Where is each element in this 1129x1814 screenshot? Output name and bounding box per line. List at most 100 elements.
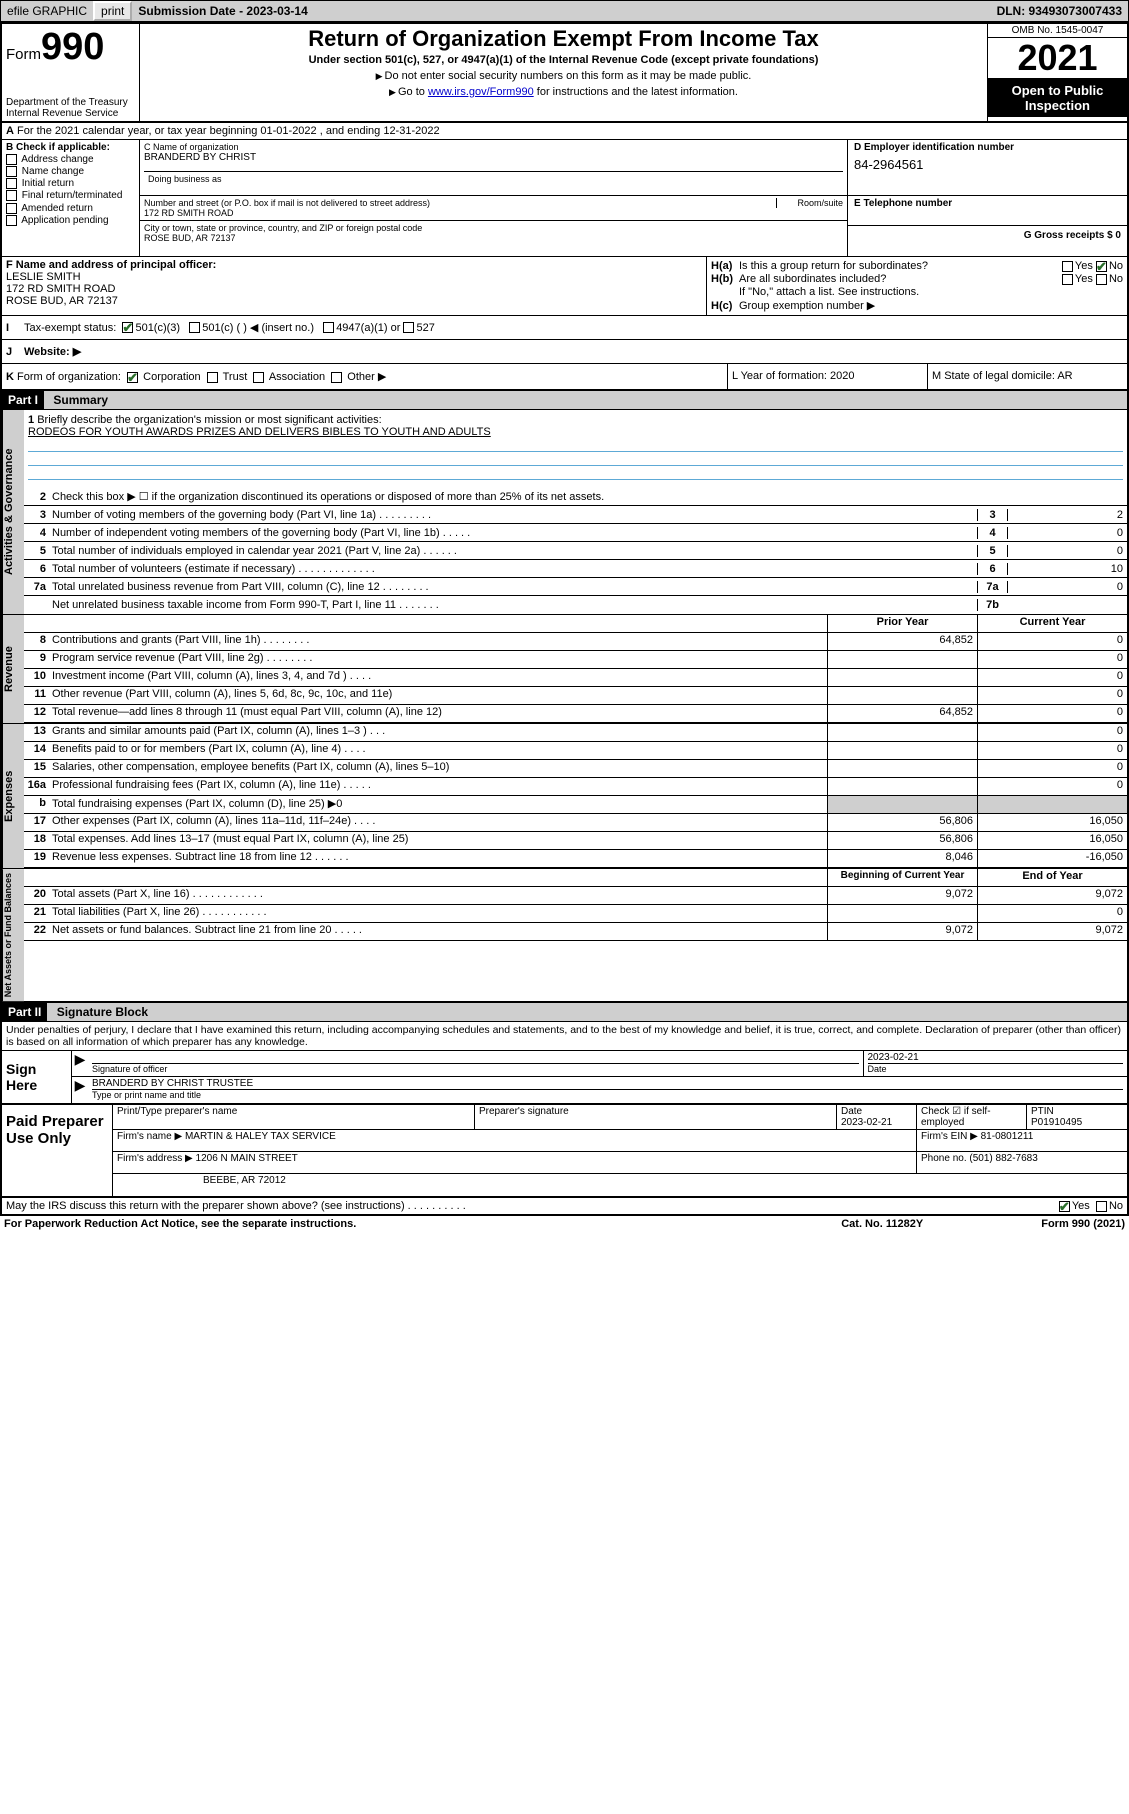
chk-501c[interactable]: [189, 322, 200, 333]
org-name-label: C Name of organization: [144, 142, 843, 152]
ein-value: 84-2964561: [854, 157, 1121, 172]
hb-yes[interactable]: [1062, 274, 1073, 285]
tax-year: 2021: [988, 38, 1127, 79]
section-i: I Tax-exempt status: 501(c)(3) 501(c) ( …: [2, 316, 1127, 340]
note-2b: for instructions and the latest informat…: [537, 86, 738, 98]
page-footer: For Paperwork Reduction Act Notice, see …: [0, 1216, 1129, 1232]
footer-cat: Cat. No. 11282Y: [841, 1218, 1041, 1230]
chk-other[interactable]: [331, 372, 342, 383]
chk-corp[interactable]: [127, 372, 138, 383]
org-name-cell: C Name of organization BRANDERD BY CHRIS…: [140, 140, 847, 195]
col-f: F Name and address of principal officer:…: [2, 257, 707, 315]
footer-pra: For Paperwork Reduction Act Notice, see …: [4, 1218, 841, 1230]
row-a-text: For the 2021 calendar year, or tax year …: [17, 125, 440, 137]
revenue-block: Revenue Prior YearCurrent Year 8Contribu…: [2, 615, 1127, 724]
gross-receipts: G Gross receipts $ 0: [1024, 230, 1121, 241]
chk-assoc[interactable]: [253, 372, 264, 383]
officer-addr2: ROSE BUD, AR 72137: [6, 295, 702, 307]
part2-header: Part II Signature Block: [2, 1003, 1127, 1022]
form-word: Form: [6, 46, 41, 63]
line20-end: 9,072: [977, 887, 1127, 904]
addr-city: ROSE BUD, AR 72137: [144, 233, 843, 243]
sign-date: 2023-02-21: [868, 1052, 1124, 1063]
chk-initial-return[interactable]: [6, 178, 17, 189]
chk-final-return[interactable]: [6, 190, 17, 201]
discuss-no[interactable]: [1096, 1201, 1107, 1212]
discuss-yes[interactable]: [1059, 1201, 1070, 1212]
hb-no[interactable]: [1096, 274, 1107, 285]
net-assets-block: Net Assets or Fund Balances Beginning of…: [2, 869, 1127, 1003]
sign-here-label: Sign Here: [2, 1051, 72, 1103]
org-name: BRANDERD BY CHRIST: [144, 152, 843, 163]
arrow-icon: ▶: [72, 1051, 88, 1076]
addr-city-label: City or town, state or province, country…: [144, 223, 422, 233]
ein-cell: D Employer identification number 84-2964…: [847, 140, 1127, 195]
col-b-label: B Check if applicable:: [6, 142, 110, 153]
line5-val: 0: [1007, 545, 1127, 557]
chk-name-change[interactable]: [6, 166, 17, 177]
line3-val: 2: [1007, 509, 1127, 521]
line22-begin: 9,072: [827, 923, 977, 940]
firm-addr1: 1206 N MAIN STREET: [196, 1153, 298, 1164]
col-b: B Check if applicable: Address change Na…: [2, 140, 140, 256]
prep-date: 2023-02-21: [841, 1117, 892, 1128]
line18-prior: 56,806: [827, 832, 977, 849]
chk-501c3[interactable]: [122, 322, 133, 333]
officer-name: LESLIE SMITH: [6, 271, 702, 283]
ein-label: D Employer identification number: [854, 142, 1014, 153]
form-number: 990: [41, 26, 104, 68]
line18-curr: 16,050: [977, 832, 1127, 849]
vtab-ag: Activities & Governance: [2, 410, 24, 614]
line17-curr: 16,050: [977, 814, 1127, 831]
chk-amended[interactable]: [6, 203, 17, 214]
addr-block: Number and street (or P.O. box if mail i…: [140, 196, 847, 256]
vtab-na: Net Assets or Fund Balances: [2, 869, 24, 1001]
header-right: OMB No. 1545-0047 2021 Open to Public In…: [987, 24, 1127, 121]
irs-label: Internal Revenue Service: [6, 108, 135, 119]
line6-val: 10: [1007, 563, 1127, 575]
chk-527[interactable]: [403, 322, 414, 333]
chk-app-pending[interactable]: [6, 215, 17, 226]
state-domicile: M State of legal domicile: AR: [927, 364, 1127, 389]
submission-date: Submission Date - 2023-03-14: [132, 4, 313, 18]
ha-no[interactable]: [1096, 261, 1107, 272]
year-formation: L Year of formation: 2020: [727, 364, 927, 389]
dba-label: Doing business as: [148, 174, 222, 184]
firm-ein: 81-0801211: [981, 1131, 1034, 1142]
paid-preparer-label: Paid Preparer Use Only: [2, 1105, 112, 1196]
line12-curr: 0: [977, 705, 1127, 722]
ha-yes[interactable]: [1062, 261, 1073, 272]
phone-label: E Telephone number: [854, 198, 952, 209]
chk-4947[interactable]: [323, 322, 334, 333]
col-h: H(a)Is this a group return for subordina…: [707, 257, 1127, 315]
line8-curr: 0: [977, 633, 1127, 650]
line17-prior: 56,806: [827, 814, 977, 831]
line20-begin: 9,072: [827, 887, 977, 904]
addr-street-label: Number and street (or P.O. box if mail i…: [144, 198, 430, 208]
activities-governance: Activities & Governance 1 Briefly descri…: [2, 410, 1127, 615]
header-left: Form990 Department of the Treasury Inter…: [2, 24, 140, 121]
paid-preparer-block: Paid Preparer Use Only Print/Type prepar…: [2, 1105, 1127, 1198]
section-klm: K Form of organization: Corporation Trus…: [2, 364, 1127, 391]
vtab-rev: Revenue: [2, 615, 24, 723]
signature-block: Under penalties of perjury, I declare th…: [2, 1022, 1127, 1105]
line19-curr: -16,050: [977, 850, 1127, 867]
form-header: Form990 Department of the Treasury Inter…: [2, 24, 1127, 123]
phone-block: E Telephone number G Gross receipts $ 0: [847, 196, 1127, 256]
top-bar: efile GRAPHIC print Submission Date - 20…: [0, 0, 1129, 22]
chk-address-change[interactable]: [6, 154, 17, 165]
chk-trust[interactable]: [207, 372, 218, 383]
dept-label: Department of the Treasury: [6, 97, 135, 108]
efile-label: efile GRAPHIC: [1, 4, 93, 18]
line7a-val: 0: [1007, 581, 1127, 593]
section-bcde: B Check if applicable: Address change Na…: [2, 140, 1127, 257]
officer-label: F Name and address of principal officer:: [6, 259, 216, 271]
row-a: A For the 2021 calendar year, or tax yea…: [2, 123, 1127, 140]
dln: DLN: 93493073007433: [991, 4, 1128, 18]
col-cd: C Name of organization BRANDERD BY CHRIS…: [140, 140, 1127, 256]
irs-link[interactable]: www.irs.gov/Form990: [428, 86, 534, 98]
officer-addr1: 172 RD SMITH ROAD: [6, 283, 702, 295]
print-button[interactable]: print: [93, 1, 132, 21]
part1-header: Part I Summary: [2, 391, 1127, 410]
section-fh: F Name and address of principal officer:…: [2, 257, 1127, 316]
